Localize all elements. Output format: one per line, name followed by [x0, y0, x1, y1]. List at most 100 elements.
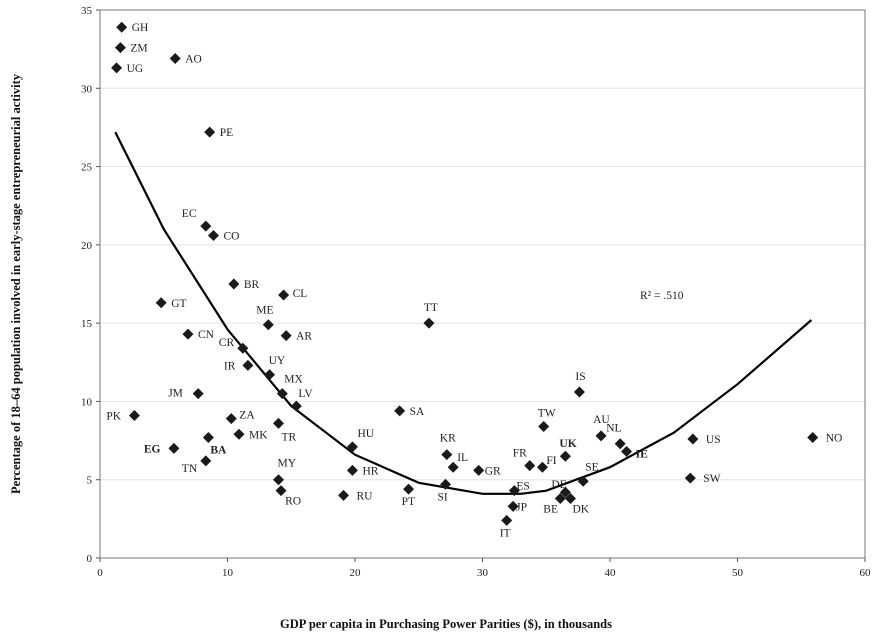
point-label-ru: RU: [357, 490, 374, 502]
point-label-fr: FR: [513, 448, 527, 460]
point-label-sa: SA: [410, 406, 425, 418]
point-label-jm: JM: [168, 388, 183, 400]
point-label-is: IS: [575, 371, 585, 383]
data-point-gh: [116, 21, 128, 33]
point-label-eg: EG: [144, 443, 161, 455]
data-point-is: [573, 386, 585, 398]
data-point-zm: [114, 42, 126, 54]
point-label-pt: PT: [402, 496, 415, 508]
point-label-de: DE: [551, 479, 566, 491]
y-tick-label: 0: [87, 553, 93, 565]
point-label-ba: BA: [210, 444, 227, 456]
data-point-be: [554, 493, 566, 505]
point-label-au: AU: [593, 414, 610, 426]
data-point-fr: [524, 460, 536, 472]
point-label-cl: CL: [293, 288, 308, 300]
data-point-ba: [202, 431, 214, 443]
gridlines: [100, 87, 865, 481]
point-label-ec: EC: [182, 208, 197, 220]
data-point-uk: [559, 450, 571, 462]
point-label-dk: DK: [573, 504, 590, 516]
data-point-ao: [169, 53, 181, 65]
data-point-tt: [423, 317, 435, 329]
point-label-uy: UY: [269, 355, 286, 367]
point-label-uk: UK: [559, 438, 576, 450]
data-point-pk: [128, 410, 140, 422]
data-point-se: [577, 475, 589, 487]
data-point-tr: [273, 417, 284, 429]
data-point-au: [595, 430, 607, 442]
data-point-de: [559, 486, 571, 498]
data-point-gt: [155, 297, 167, 309]
point-label-me: ME: [256, 305, 273, 317]
x-tick-label: 10: [222, 567, 234, 579]
point-label-ug: UG: [127, 63, 144, 75]
y-tick-label: 10: [81, 396, 93, 408]
data-point-ro: [275, 485, 287, 497]
point-label-jp: JP: [516, 501, 527, 513]
data-point-fi: [536, 461, 548, 473]
data-point-br: [228, 278, 240, 290]
point-label-lv: LV: [298, 388, 313, 400]
point-label-ie: IE: [636, 449, 648, 461]
data-point-ug: [111, 62, 123, 74]
point-label-gh: GH: [132, 22, 149, 34]
point-label-cn: CN: [198, 329, 215, 341]
y-tick-label: 25: [81, 162, 93, 174]
data-point-pe: [204, 126, 216, 138]
point-label-kr: KR: [440, 433, 456, 445]
data-point-hu: [346, 441, 358, 453]
point-label-hr: HR: [363, 465, 379, 477]
y-tick-label: 20: [81, 240, 93, 252]
data-point-jm: [192, 388, 204, 400]
data-point-za: [225, 413, 237, 425]
data-point-no: [807, 431, 819, 443]
data-point-cl: [278, 289, 290, 301]
data-point-ru: [338, 489, 350, 501]
x-tick-label: 50: [732, 567, 744, 579]
data-point-tn: [200, 455, 212, 467]
data-point-mk: [233, 428, 245, 440]
point-label-gr: GR: [485, 465, 501, 477]
x-tick-label: 30: [477, 567, 489, 579]
data-point-eg: [168, 442, 180, 454]
point-label-no: NO: [826, 432, 843, 444]
data-point-nl: [614, 438, 626, 450]
point-label-br: BR: [244, 279, 260, 291]
data-point-mx: [276, 388, 288, 400]
y-tick-label: 15: [81, 318, 93, 330]
point-label-co: CO: [224, 231, 240, 243]
point-label-pe: PE: [220, 127, 233, 139]
data-point-uy: [264, 369, 276, 381]
point-label-it: IT: [500, 527, 511, 539]
y-axis-title: Percentage of 18–64 population involved …: [9, 73, 23, 494]
data-point-il: [447, 461, 459, 473]
x-tick-label: 60: [860, 567, 872, 579]
x-axis-title: GDP per capita in Purchasing Power Parit…: [280, 617, 612, 631]
x-tick-label: 40: [605, 567, 617, 579]
data-point-me: [262, 319, 274, 331]
data-point-sw: [684, 472, 696, 484]
trend-curve: [114, 131, 813, 495]
y-axis-ticks: 0 5 10 15 20 25 30 35: [81, 5, 100, 565]
point-label-sw: SW: [703, 473, 720, 485]
point-label-ar: AR: [296, 331, 312, 343]
data-point-us: [687, 433, 699, 445]
point-label-za: ZA: [239, 410, 255, 422]
point-label-zm: ZM: [130, 43, 147, 55]
data-points: GH ZM UG AO PE EC CO BR CL GT TT ME CN AR CR IR UY MX JM IS…: [106, 21, 843, 539]
data-point-pt: [403, 483, 415, 495]
r-squared-annotation: R² = .510: [640, 290, 684, 302]
x-tick-label: 20: [350, 567, 362, 579]
point-label-mx: MX: [284, 374, 303, 386]
point-label-ir: IR: [224, 360, 236, 372]
point-label-cr: CR: [219, 337, 235, 349]
point-label-si: SI: [438, 491, 448, 503]
point-label-us: US: [706, 434, 721, 446]
point-label-my: MY: [278, 458, 297, 470]
point-label-se: SE: [585, 461, 598, 473]
y-tick-label: 30: [81, 83, 93, 95]
point-label-ro: RO: [285, 496, 301, 508]
data-point-kr: [441, 449, 453, 461]
data-point-ie: [621, 446, 633, 458]
